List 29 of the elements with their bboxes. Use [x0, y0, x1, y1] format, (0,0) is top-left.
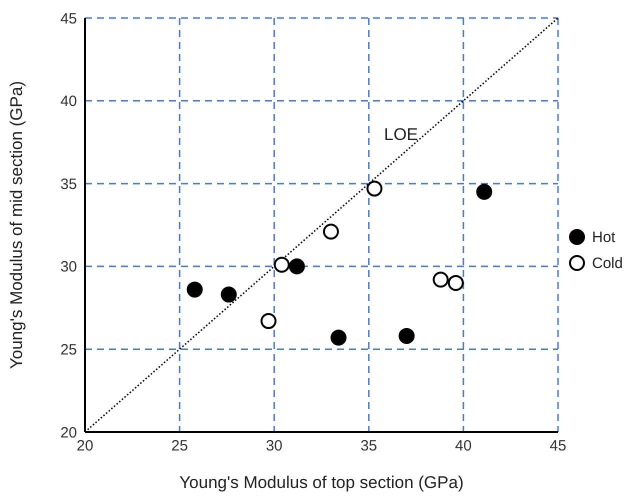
- point: [366, 180, 382, 197]
- point: [186, 282, 203, 298]
- x-tick-label: 20: [76, 438, 94, 455]
- x-tick-label: 35: [360, 438, 378, 455]
- y-tick-label: 45: [60, 10, 77, 28]
- point: [220, 286, 237, 303]
- legend-label: Cold: [592, 254, 623, 272]
- point: [288, 258, 305, 274]
- x-tick-label: 25: [171, 438, 188, 455]
- x-axis-title: Young's Modulus of top section (GPa): [179, 473, 464, 492]
- point: [432, 272, 449, 288]
- point: [260, 313, 277, 330]
- y-tick-label: 40: [60, 93, 77, 110]
- point: [330, 330, 347, 346]
- point: [274, 256, 290, 273]
- point: [476, 184, 492, 200]
- annotation: LOE: [384, 125, 418, 144]
- point: [322, 224, 339, 240]
- x-tick-label: 45: [550, 438, 566, 455]
- point: [398, 328, 415, 344]
- x-tick-label: 40: [455, 438, 472, 455]
- y-tick-label: 30: [60, 258, 77, 276]
- x-tick-label: 30: [266, 438, 283, 455]
- y-axis-title: Young's Modulus of mid section (GPa): [7, 81, 26, 369]
- y-tick-label: 35: [60, 176, 77, 193]
- y-tick-label: 20: [60, 424, 77, 442]
- point: [448, 274, 464, 291]
- y-tick-label: 25: [60, 342, 77, 359]
- legend-label: Hot: [592, 228, 616, 246]
